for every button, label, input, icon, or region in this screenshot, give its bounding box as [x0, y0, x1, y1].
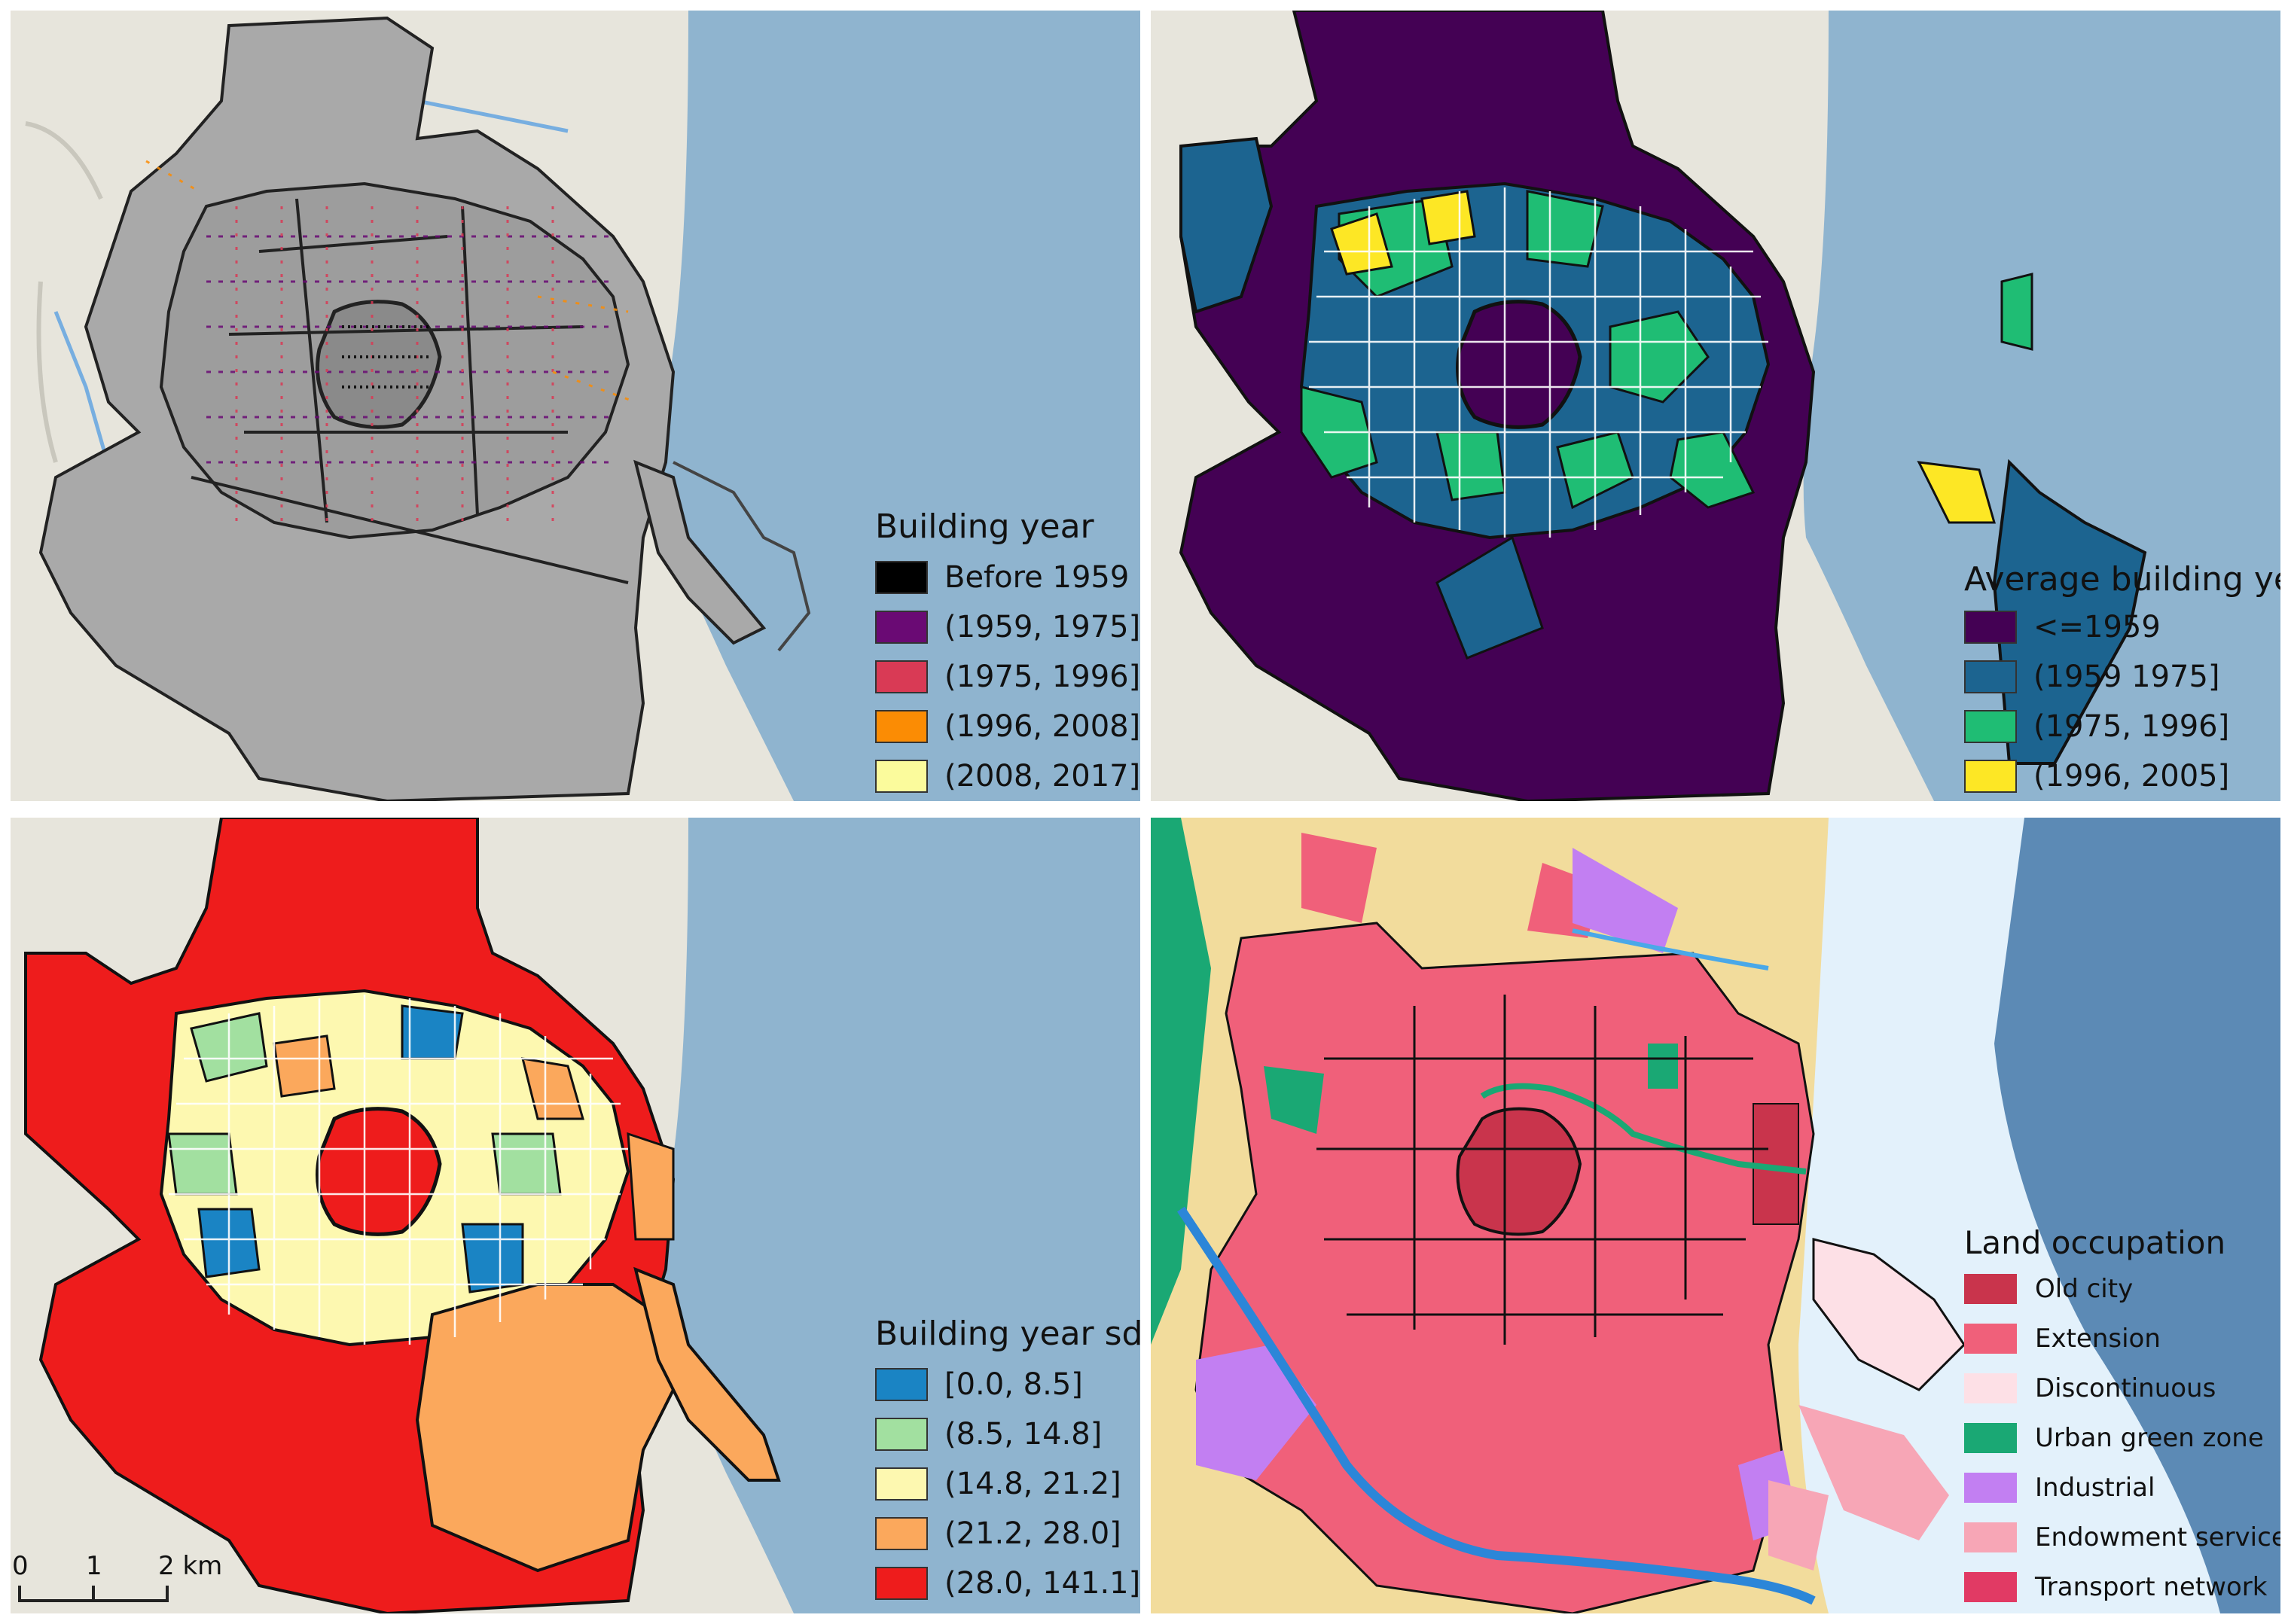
legend-swatch	[875, 710, 928, 743]
legend-item: (1959 1975]	[1964, 660, 2220, 694]
legend-label: (21.2, 28.0]	[944, 1516, 1121, 1551]
choropleth-polygons	[1179, 11, 2147, 801]
river-lines	[1177, 928, 1816, 1605]
legend-label: (1996, 2008]	[944, 709, 1140, 744]
sea	[663, 11, 1140, 801]
legend-swatch	[1964, 1423, 2017, 1453]
legend-label: Transport network	[2035, 1572, 2268, 1602]
legend-swatch	[1964, 660, 2017, 693]
legend-item: Discontinuous	[1964, 1373, 2216, 1403]
scale-tick-label: 1	[86, 1551, 102, 1581]
legend-swatch	[1964, 760, 2017, 793]
legend-item: [0.0, 8.5]	[875, 1367, 1083, 1402]
sea	[663, 818, 1140, 1613]
legend-label: Urban green zone	[2035, 1423, 2264, 1453]
legend-label: Old city	[2035, 1274, 2134, 1304]
legend-swatch	[1964, 1572, 2017, 1602]
scale-tick-label: 0	[12, 1551, 29, 1581]
street-lines	[169, 995, 628, 1345]
district-lines	[1316, 995, 1768, 1345]
legend-swatch	[875, 760, 928, 793]
legend-label: Endowment service	[2035, 1522, 2280, 1552]
scale-tick-label: 2 km	[158, 1551, 223, 1581]
sea	[1803, 11, 2280, 801]
choropleth-polygons	[24, 818, 781, 1613]
legend-swatch	[875, 611, 928, 644]
legend-swatch	[1964, 1473, 2017, 1503]
legend-swatch	[875, 1418, 928, 1451]
legend-swatch	[875, 1368, 928, 1401]
legend-label: Industrial	[2035, 1473, 2155, 1503]
legend-swatch	[1964, 611, 2017, 644]
legend-item: (1996, 2008]	[875, 709, 1140, 744]
legend-item: (28.0, 141.1]	[875, 1566, 1140, 1601]
legend-building-year-sd: Building year sd [0.0, 8.5] (8.5, 14.8] …	[875, 1315, 1140, 1608]
legend-item: Urban green zone	[1964, 1423, 2264, 1453]
legend-label: (1975, 1996]	[2033, 709, 2230, 744]
basemap	[1151, 818, 2280, 1613]
basemap	[11, 11, 1140, 801]
legend-title: Average building year	[1964, 560, 2280, 599]
scale-bar-lines	[18, 1586, 169, 1602]
legend-item: Before 1959	[875, 560, 1129, 595]
legend-average-building-year: Average building year <=1959 (1959 1975]…	[1964, 560, 2280, 801]
legend-item: (21.2, 28.0]	[875, 1516, 1121, 1551]
land-use-polygons	[1151, 818, 1966, 1613]
legend-label: Before 1959	[944, 560, 1130, 595]
legend-swatch	[875, 1567, 928, 1600]
legend-title: Land occupation	[1964, 1224, 2226, 1261]
legend-item: Old city	[1964, 1274, 2133, 1304]
legend-title: Building year	[875, 507, 1094, 546]
building-dots	[145, 160, 636, 523]
legend-label: [0.0, 8.5]	[944, 1367, 1083, 1402]
legend-item: (14.8, 21.2]	[875, 1467, 1121, 1501]
scale-bar: 0 1 2 km	[11, 1525, 236, 1586]
legend-item: (1996, 2005]	[1964, 759, 2229, 794]
legend-swatch	[875, 660, 928, 693]
legend-item: Transport network	[1964, 1572, 2267, 1602]
legend-item: Endowment service	[1964, 1522, 2280, 1552]
legend-label: (14.8, 21.2]	[944, 1467, 1121, 1501]
legend-item: (1959, 1975]	[875, 610, 1140, 644]
legend-label: (1959, 1975]	[944, 610, 1140, 644]
basemap	[11, 818, 1140, 1613]
legend-item: Extension	[1964, 1324, 2161, 1354]
legend-item: (2008, 2017]	[875, 759, 1140, 794]
legend-label: (1996, 2005]	[2033, 759, 2230, 794]
legend-swatch	[875, 561, 928, 594]
map-panel-building-year-sd: 0 1 2 km Building year sd [0.0, 8.5] (8.…	[11, 818, 1140, 1613]
legend-land-occupation: Land occupation Old city Extension Disco…	[1964, 1224, 2280, 1613]
legend-label: <=1959	[2033, 610, 2161, 644]
legend-label: (28.0, 141.1]	[944, 1566, 1140, 1601]
map-panel-building-year: Building year Before 1959 (1959, 1975] (…	[11, 11, 1140, 801]
legend-item: (1975, 1996]	[875, 660, 1140, 694]
legend-swatch	[875, 1467, 928, 1501]
legend-label: Discontinuous	[2035, 1373, 2216, 1403]
legend-label: (2008, 2017]	[944, 759, 1140, 794]
legend-item: <=1959	[1964, 610, 2161, 644]
legend-label: (1975, 1996]	[944, 660, 1140, 694]
legend-label: Extension	[2035, 1324, 2161, 1354]
basemap	[1151, 11, 2280, 801]
map-panel-average-building-year: Average building year <=1959 (1959 1975]…	[1151, 11, 2280, 801]
deep-sea	[1994, 818, 2280, 1613]
legend-swatch	[1964, 1274, 2017, 1304]
legend-item: Industrial	[1964, 1473, 2155, 1503]
legend-item: (1975, 1996]	[1964, 709, 2229, 744]
legend-label: (8.5, 14.8]	[944, 1417, 1103, 1452]
legend-swatch	[1964, 710, 2017, 743]
legend-item: (8.5, 14.8]	[875, 1417, 1102, 1452]
legend-swatch	[875, 1517, 928, 1550]
legend-label: (1959 1975]	[2033, 660, 2220, 694]
legend-swatch	[1964, 1373, 2017, 1403]
legend-swatch	[1964, 1522, 2017, 1552]
street-lines	[1309, 187, 1768, 538]
map-panel-land-occupation: Land occupation Old city Extension Disco…	[1151, 818, 2280, 1613]
legend-swatch	[1964, 1324, 2017, 1354]
legend-title: Building year sd	[875, 1315, 1140, 1353]
legend-building-year: Building year Before 1959 (1959, 1975] (…	[875, 507, 1140, 801]
district-polygons	[38, 16, 767, 801]
